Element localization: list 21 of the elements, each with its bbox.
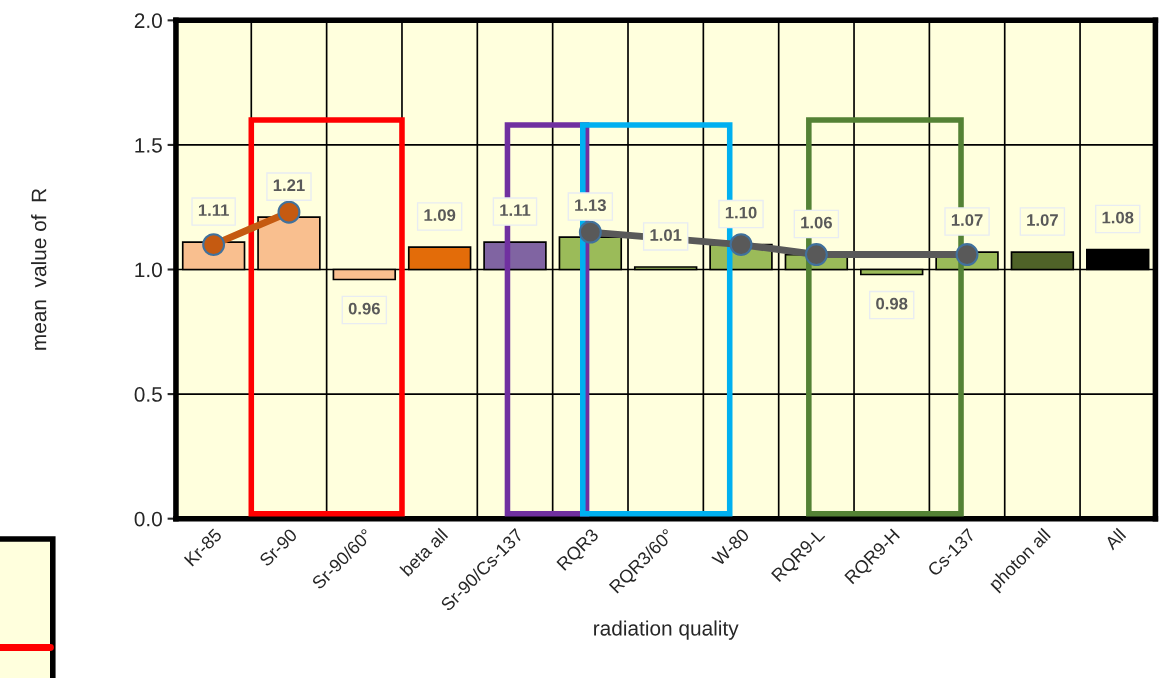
x-tick-label: All bbox=[1103, 527, 1127, 551]
data-label: 1.10 bbox=[725, 206, 757, 219]
data-label: 0.96 bbox=[348, 302, 380, 315]
y-tick-label: 1.5 bbox=[135, 138, 162, 153]
data-label: 1.01 bbox=[650, 229, 682, 241]
y-axis-title: mean value of R bbox=[31, 188, 47, 350]
y-tick-label: 1.0 bbox=[135, 262, 162, 278]
y-tick-label: 0.0 bbox=[134, 511, 162, 527]
data-label: 0.98 bbox=[876, 297, 908, 310]
y-tick-label: 2.0 bbox=[134, 13, 162, 29]
data-label: 1.11 bbox=[500, 204, 531, 216]
data-label: 1.07 bbox=[951, 214, 983, 226]
y-tick-label: 0.5 bbox=[134, 387, 162, 402]
data-label: 1.21 bbox=[273, 179, 305, 191]
data-label: 1.06 bbox=[801, 216, 832, 229]
x-axis-title: radiation quality bbox=[594, 620, 739, 640]
data-label: 1.07 bbox=[1027, 214, 1058, 226]
data-label: 1.11 bbox=[198, 204, 229, 216]
data-label: 1.09 bbox=[424, 209, 456, 221]
data-label: 1.13 bbox=[575, 199, 606, 212]
data-label: 1.08 bbox=[1102, 211, 1134, 224]
